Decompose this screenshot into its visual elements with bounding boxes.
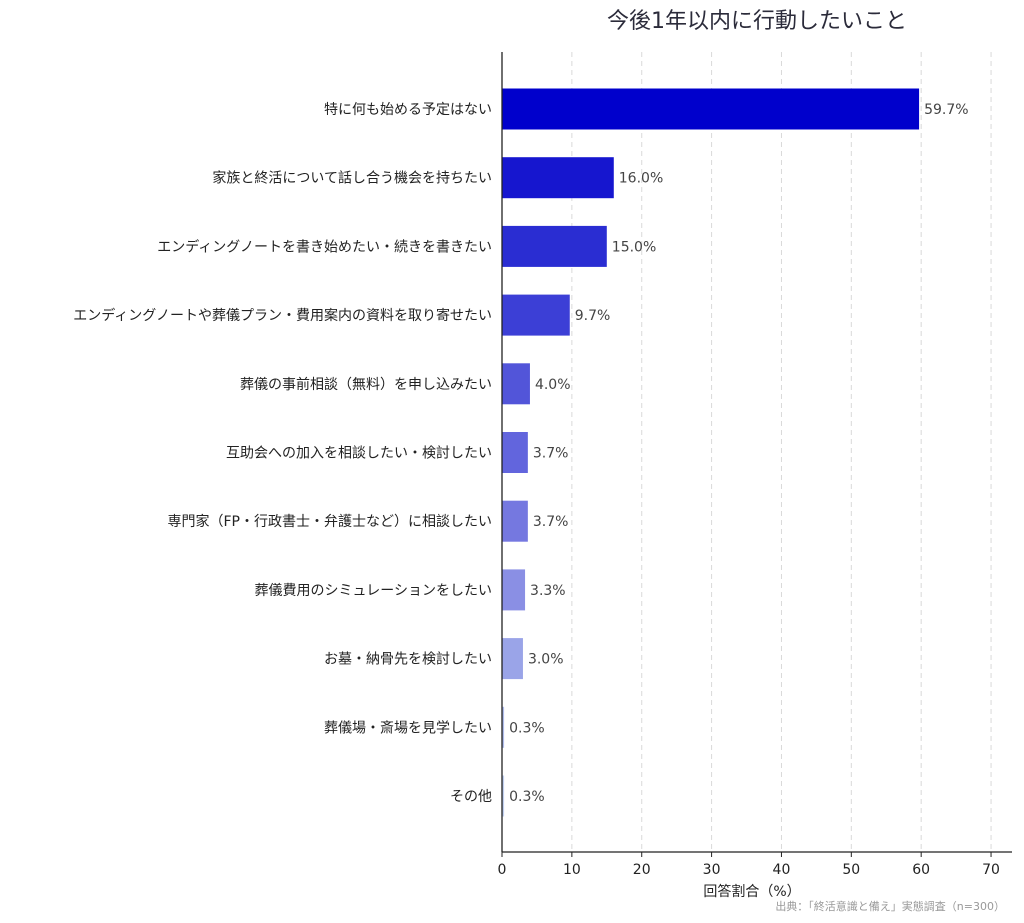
bar [502, 88, 920, 130]
grid-lines [571, 52, 992, 852]
category-label: 葬儀費用のシミュレーションをしたい [255, 583, 492, 599]
bar [502, 157, 614, 199]
category-label: お墓・納骨先を検討したい [324, 652, 492, 668]
x-tick-labels: 0 10 20 30 40 50 60 70 [498, 862, 1000, 878]
data-label: 0.3% [509, 789, 545, 805]
value-labels: 59.7% 16.0% 15.0% 9.7% 4.0% 3.7% 3.7% 3.3% 3.0% 0… [509, 102, 968, 805]
x-tick-label: 20 [633, 862, 651, 878]
data-label: 3.7% [533, 446, 569, 462]
x-tick-label: 40 [773, 862, 791, 878]
axes [501, 52, 1012, 857]
bar [502, 225, 607, 267]
bar [502, 706, 505, 748]
category-label: 特に何も始める予定はない [324, 102, 492, 118]
bar [502, 500, 528, 542]
bar [502, 363, 530, 405]
data-label: 16.0% [619, 171, 663, 187]
x-tick-label: 50 [842, 862, 860, 878]
category-label: 専門家（FP・行政書士・弁護士など）に相談したい [168, 513, 493, 530]
x-tick-label: 0 [498, 862, 507, 878]
x-axis-label: 回答割合（%） [703, 883, 800, 900]
x-tick-label: 30 [703, 862, 721, 878]
data-label: 0.3% [509, 720, 545, 736]
x-tick-label: 60 [912, 862, 930, 878]
data-label: 59.7% [924, 102, 968, 118]
data-label: 3.7% [533, 514, 569, 530]
category-label: 葬儀場・斎場を見学したい [324, 719, 492, 736]
category-label: エンディングノートを書き始めたい・続きを書きたい [157, 238, 492, 255]
category-label: エンディングノートや葬儀プラン・費用案内の資料を取り寄せたい [73, 307, 492, 324]
bar [502, 432, 528, 473]
source-note: 出典：「終活意識と備え」実態調査（n=300） [775, 899, 1005, 913]
chart-title: 今後1年以内に行動したいこと [607, 9, 907, 34]
bar [502, 294, 570, 336]
x-tick-label: 70 [982, 862, 1000, 878]
category-label: その他 [450, 789, 492, 805]
category-label: 互助会への加入を相談したい・検討したい [226, 446, 492, 462]
data-label: 3.3% [530, 583, 566, 599]
x-tick-label: 10 [563, 862, 581, 878]
category-label: 家族と終活について話し合う機会を持ちたい [212, 170, 492, 187]
bar [502, 638, 523, 680]
data-label: 15.0% [612, 239, 656, 255]
bars [502, 88, 920, 817]
category-label: 葬儀の事前相談（無料）を申し込みたい [240, 376, 492, 393]
data-label: 3.0% [528, 652, 564, 668]
category-labels: 特に何も始める予定はない家族と終活について話し合う機会を持ちたいエンディングノー… [73, 102, 492, 805]
bar [502, 775, 505, 817]
data-label: 9.7% [575, 308, 611, 324]
bar [502, 569, 526, 611]
data-label: 4.0% [535, 377, 571, 393]
